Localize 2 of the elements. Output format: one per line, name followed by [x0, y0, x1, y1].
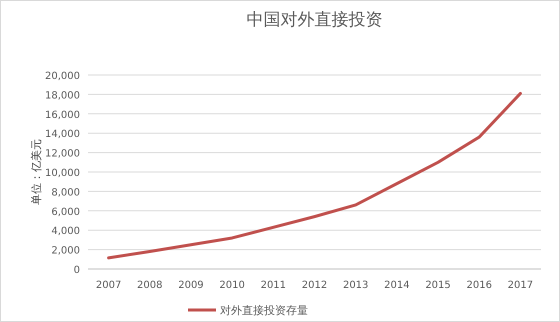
title: 中国对外直接投资	[246, 10, 382, 30]
ylabel: 单位：亿美元	[30, 139, 43, 205]
